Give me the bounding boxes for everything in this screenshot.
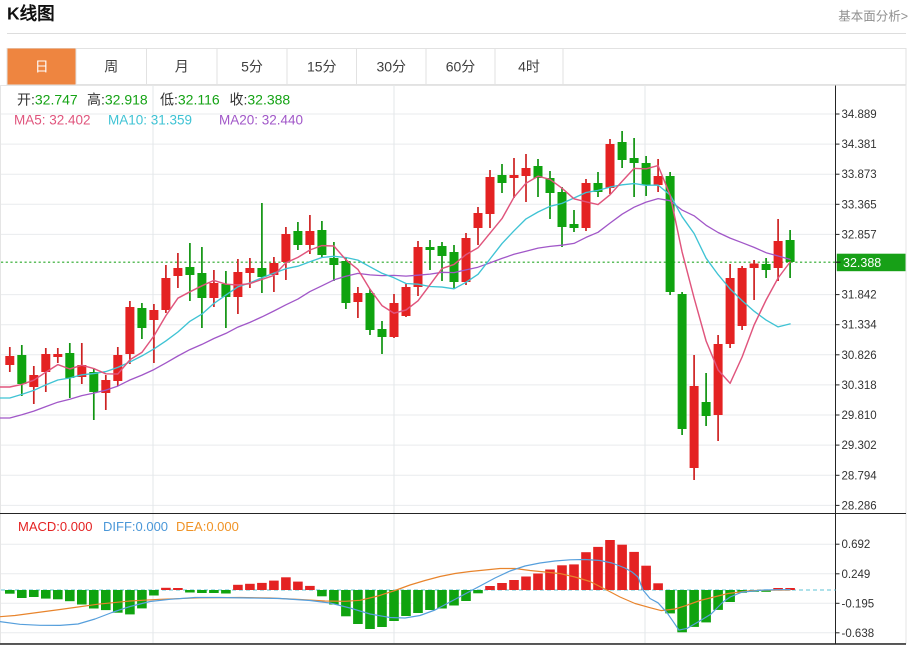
svg-text:28.286: 28.286 bbox=[842, 500, 877, 512]
svg-text:30分: 30分 bbox=[376, 59, 406, 75]
svg-text:MACD:0.000: MACD:0.000 bbox=[18, 519, 92, 534]
svg-text:31.334: 31.334 bbox=[842, 320, 878, 332]
svg-text:32.857: 32.857 bbox=[842, 229, 877, 241]
svg-text:K线图: K线图 bbox=[7, 4, 55, 24]
svg-text:DIFF:0.000: DIFF:0.000 bbox=[103, 519, 168, 534]
svg-text:29.810: 29.810 bbox=[842, 410, 877, 422]
svg-text:4时: 4时 bbox=[518, 59, 540, 75]
svg-text:30.826: 30.826 bbox=[842, 350, 877, 362]
svg-text:周: 周 bbox=[104, 59, 118, 75]
svg-text:34.381: 34.381 bbox=[842, 139, 877, 151]
svg-text:29.302: 29.302 bbox=[842, 440, 877, 452]
svg-text:34.889: 34.889 bbox=[842, 109, 877, 121]
svg-text:33.365: 33.365 bbox=[842, 199, 877, 211]
svg-text:15分: 15分 bbox=[307, 59, 337, 75]
svg-text:30.318: 30.318 bbox=[842, 380, 877, 392]
svg-text:-0.638: -0.638 bbox=[842, 628, 875, 640]
svg-text:60分: 60分 bbox=[446, 59, 476, 75]
svg-text:28.794: 28.794 bbox=[842, 470, 878, 482]
svg-text:月: 月 bbox=[175, 59, 189, 75]
svg-text:5分: 5分 bbox=[241, 59, 263, 75]
svg-text:33.873: 33.873 bbox=[842, 169, 877, 181]
svg-text:0.692: 0.692 bbox=[842, 539, 871, 551]
svg-text:基本面分析>: 基本面分析> bbox=[838, 10, 908, 24]
svg-text:-0.195: -0.195 bbox=[842, 598, 875, 610]
svg-text:31.842: 31.842 bbox=[842, 290, 877, 302]
svg-text:日: 日 bbox=[35, 59, 49, 75]
svg-text:0.249: 0.249 bbox=[842, 569, 871, 581]
svg-text:DEA:0.000: DEA:0.000 bbox=[176, 519, 239, 534]
svg-text:32.388: 32.388 bbox=[843, 256, 881, 270]
